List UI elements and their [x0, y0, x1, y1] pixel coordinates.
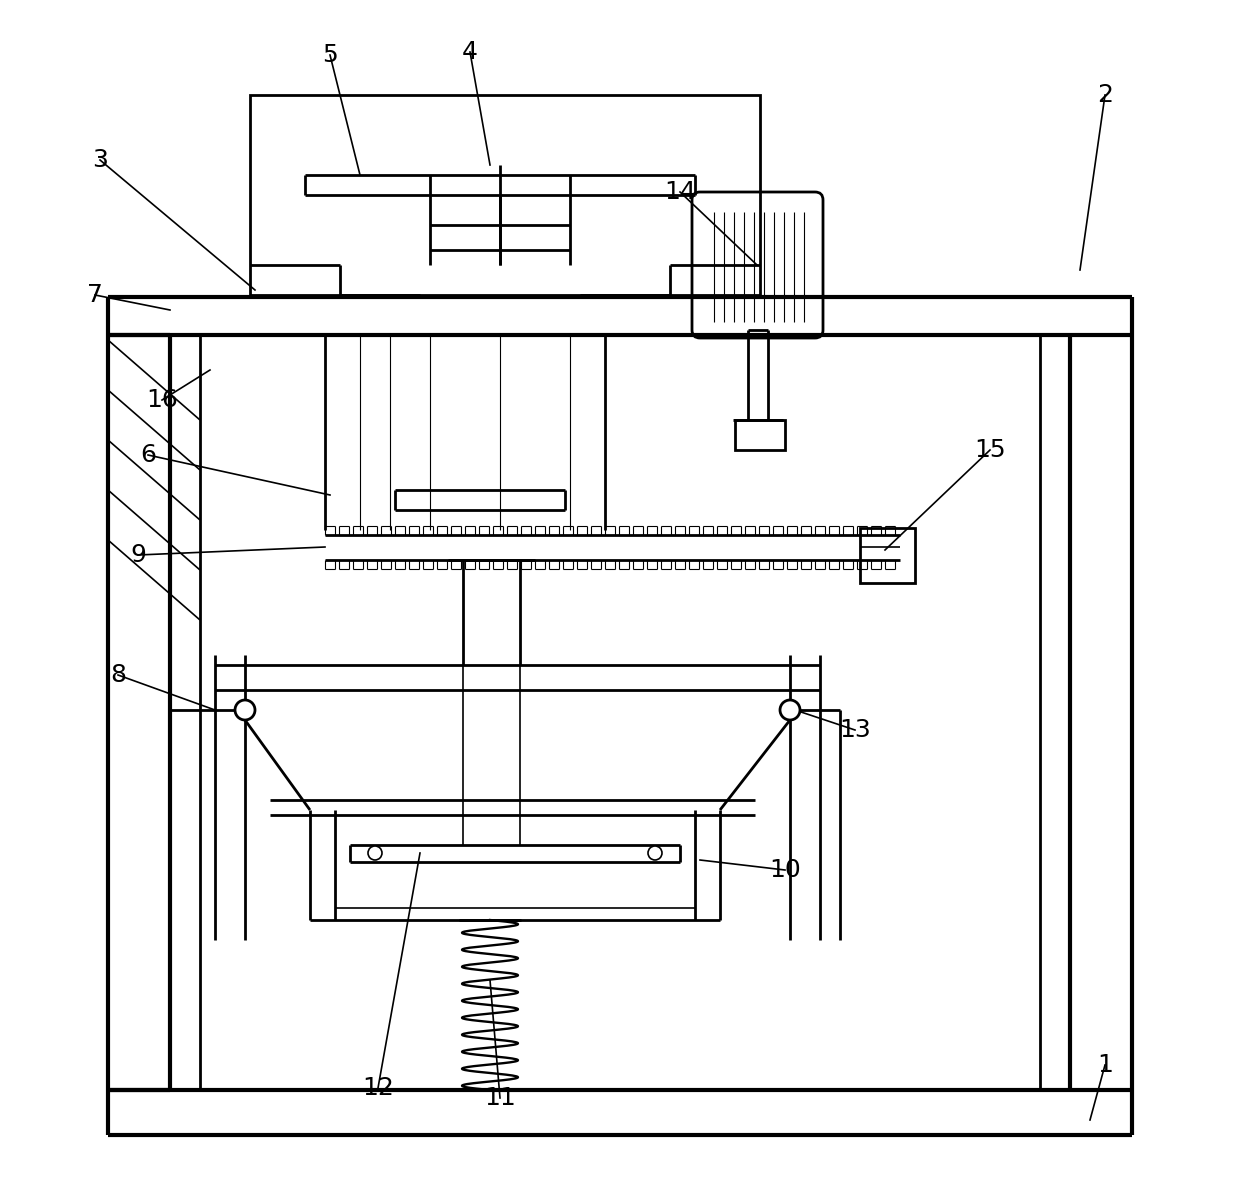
Bar: [250, 95, 760, 294]
Bar: [735, 421, 785, 450]
Circle shape: [780, 700, 800, 720]
Circle shape: [368, 846, 382, 860]
Text: 2: 2: [1097, 82, 1114, 107]
Text: 13: 13: [839, 719, 870, 742]
Text: 1: 1: [1097, 1053, 1114, 1077]
Text: 3: 3: [92, 148, 108, 172]
Circle shape: [649, 846, 662, 860]
Text: 14: 14: [665, 180, 696, 204]
Text: 12: 12: [362, 1076, 394, 1100]
Text: 10: 10: [769, 858, 801, 882]
Text: 16: 16: [146, 388, 177, 412]
Text: 15: 15: [975, 438, 1006, 462]
Circle shape: [236, 700, 255, 720]
Text: 7: 7: [87, 283, 103, 307]
Text: 4: 4: [463, 40, 477, 64]
Text: 9: 9: [130, 543, 146, 567]
Text: 5: 5: [322, 44, 337, 67]
Bar: [861, 528, 915, 583]
Text: 11: 11: [484, 1086, 516, 1110]
Text: 6: 6: [140, 443, 156, 466]
Text: 8: 8: [110, 663, 126, 687]
